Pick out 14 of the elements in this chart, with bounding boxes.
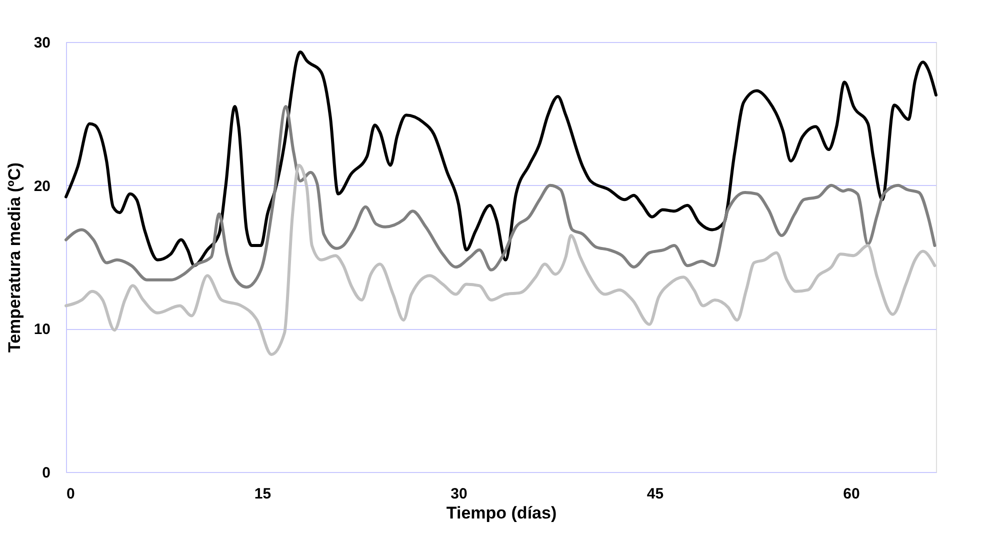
line-series [64, 105, 936, 289]
x-tick-label: 15 [254, 486, 272, 502]
x-axis-title: Tiempo (días) [446, 504, 557, 522]
x-tick-label: 60 [843, 486, 860, 502]
line-series [64, 50, 938, 268]
y-tick-label: 0 [42, 464, 50, 482]
y-axis-title: Temperatura media (ºC) [4, 162, 24, 353]
y-tick-label: 20 [34, 178, 50, 195]
y-tick-label: 30 [34, 34, 50, 52]
x-tick-label: 30 [450, 486, 468, 502]
y-tick-label: 10 [34, 321, 50, 338]
line-series [64, 164, 936, 356]
x-tick-label: 0 [66, 486, 75, 502]
x-tick-label: 45 [646, 486, 664, 502]
